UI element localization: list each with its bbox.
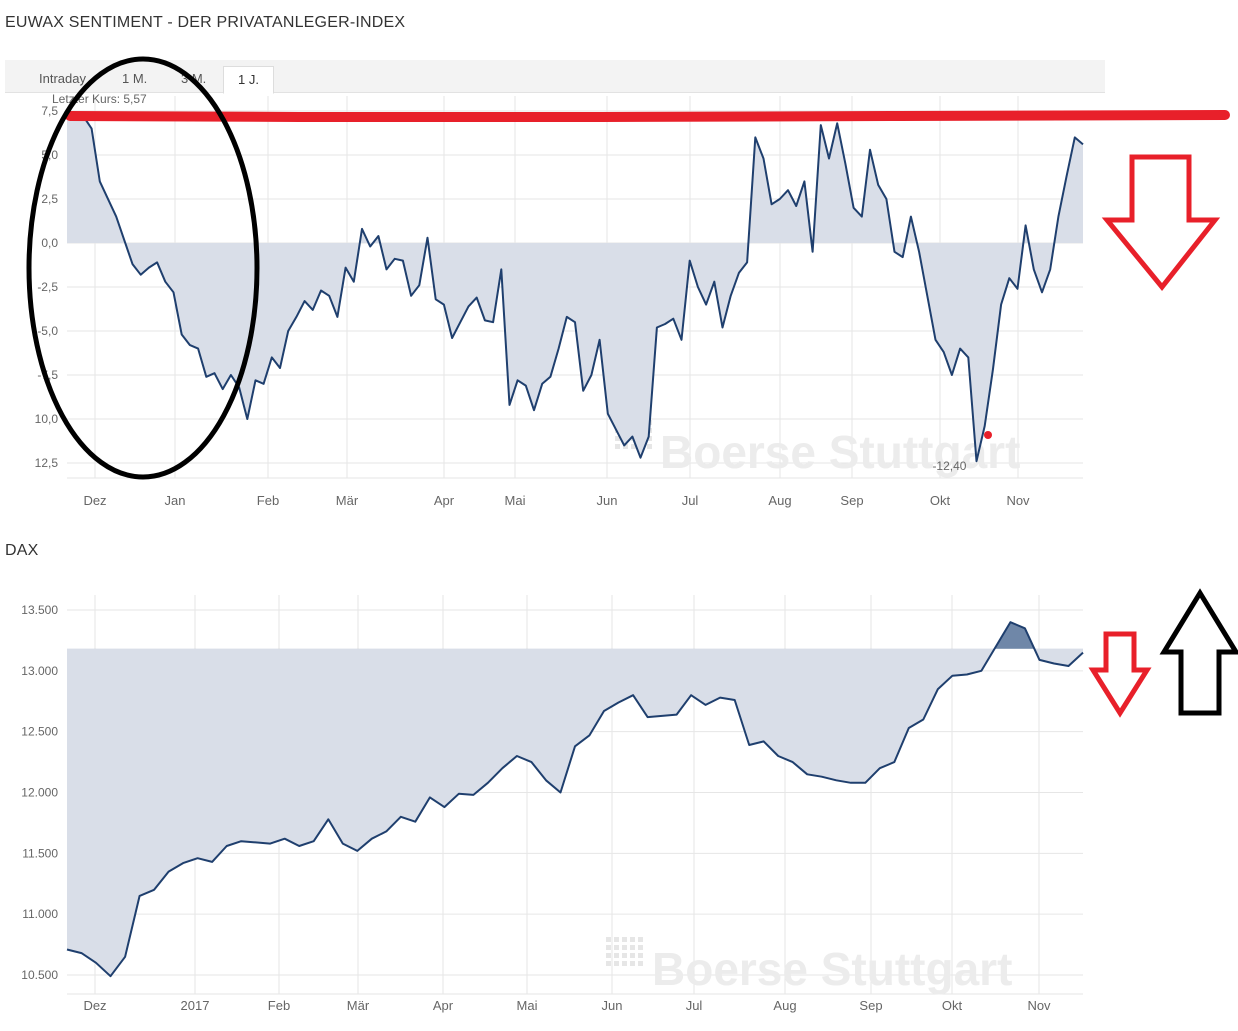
watermark-dot (647, 444, 652, 449)
chart-title-sentiment: EUWAX SENTIMENT - DER PRIVATANLEGER-INDE… (5, 14, 406, 31)
watermark-dot (631, 444, 636, 449)
watermark-dot (647, 436, 652, 441)
x-tick-label: Aug (768, 493, 791, 508)
x-tick-label: Dez (83, 493, 106, 508)
watermark-dot (638, 961, 643, 966)
watermark-dot (638, 945, 643, 950)
watermark-dot (630, 953, 635, 958)
watermark-dot (606, 953, 611, 958)
watermark-text: Boerse Stuttgart (660, 426, 1020, 478)
y-tick-label: 11.500 (22, 846, 58, 860)
x-tick-label: Okt (942, 998, 963, 1013)
x-tick-label: Okt (930, 493, 951, 508)
watermark-dot (615, 444, 620, 449)
watermark-dot (638, 937, 643, 942)
watermark-dot (622, 937, 627, 942)
x-tick-label: Apr (433, 998, 454, 1013)
y-tick-label: 12,5 (35, 456, 59, 470)
y-tick-label: 12.000 (21, 786, 58, 800)
watermark-dot (614, 953, 619, 958)
x-tick-label: Nov (1006, 493, 1030, 508)
watermark-dot (614, 961, 619, 966)
watermark-dot (638, 953, 643, 958)
x-tick-label: Mär (336, 493, 359, 508)
x-tick-label: Dez (83, 998, 106, 1013)
x-tick-label: 2017 (181, 998, 210, 1013)
watermark-dot (623, 444, 628, 449)
watermark-dot (630, 961, 635, 966)
watermark-dot (622, 953, 627, 958)
dax-chart: 13.500 13.000 12.500 12.000 11.500 11.000 10.5… (21, 595, 1084, 1013)
watermark-dot (630, 945, 635, 950)
tab-1-month[interactable]: 1 M. (122, 71, 148, 86)
red-down-arrow-small (1088, 631, 1152, 718)
x-tick-label: Mär (347, 998, 370, 1013)
y-tick-label: 0,0 (41, 236, 58, 250)
watermark-dot (630, 937, 635, 942)
y-tick-label: 12.500 (21, 725, 58, 739)
series-line (66, 621, 1084, 978)
watermark-logo: Boerse Stuttgart (606, 937, 1012, 995)
tab-intraday[interactable]: Intraday (39, 71, 86, 86)
y-tick-label: -2,5 (37, 280, 58, 294)
x-tick-label: Jan (165, 493, 186, 508)
y-tick-label: 11.000 (22, 907, 58, 921)
watermark-text: Boerse Stuttgart (652, 943, 1012, 995)
y-tick-label: 13.000 (21, 664, 58, 678)
red-down-arrow-large (1101, 154, 1221, 291)
x-tick-label: Mai (517, 998, 538, 1013)
red-dot (984, 431, 992, 439)
x-tick-label: Jun (597, 493, 618, 508)
watermark-dot (614, 945, 619, 950)
x-tick-label: Sep (859, 998, 882, 1013)
x-tick-label: Jul (682, 493, 699, 508)
y-tick-label: 2,5 (41, 192, 58, 206)
watermark-dot (606, 937, 611, 942)
watermark-dot (606, 945, 611, 950)
x-tick-label: Feb (268, 998, 290, 1013)
x-tick-label: Jul (686, 998, 703, 1013)
watermark-dot (606, 961, 611, 966)
y-tick-label: 10,0 (35, 412, 59, 426)
chart-title-dax: DAX (5, 542, 39, 559)
watermark-dot (622, 945, 627, 950)
x-tick-label: Jun (602, 998, 623, 1013)
watermark-dot (622, 961, 627, 966)
black-up-arrow (1159, 588, 1238, 716)
series-line (66, 111, 1084, 463)
last-price-label: Letzter Kurs: 5,57 (52, 92, 147, 106)
x-tick-label: Aug (773, 998, 796, 1013)
x-tick-label: Nov (1027, 998, 1051, 1013)
black-ellipse (26, 56, 260, 480)
tab-1-year[interactable]: 1 J. (223, 66, 274, 94)
x-tick-label: Apr (434, 493, 455, 508)
red-horizontal-line (65, 110, 1230, 122)
y-tick-label: -5,0 (37, 324, 58, 338)
min-value-label: -12,40 (932, 459, 966, 473)
watermark-dot (615, 436, 620, 441)
y-tick-label: 13.500 (21, 603, 58, 617)
x-tick-label: Sep (840, 493, 863, 508)
x-tick-label: Feb (257, 493, 279, 508)
annotations (26, 56, 1238, 718)
x-tick-label: Mai (505, 493, 526, 508)
y-tick-label: 10.500 (21, 968, 58, 982)
area-fill-below (67, 648, 1083, 977)
area-fill (67, 112, 1083, 462)
watermark-dot (614, 937, 619, 942)
y-tick-label: 7,5 (41, 104, 58, 118)
